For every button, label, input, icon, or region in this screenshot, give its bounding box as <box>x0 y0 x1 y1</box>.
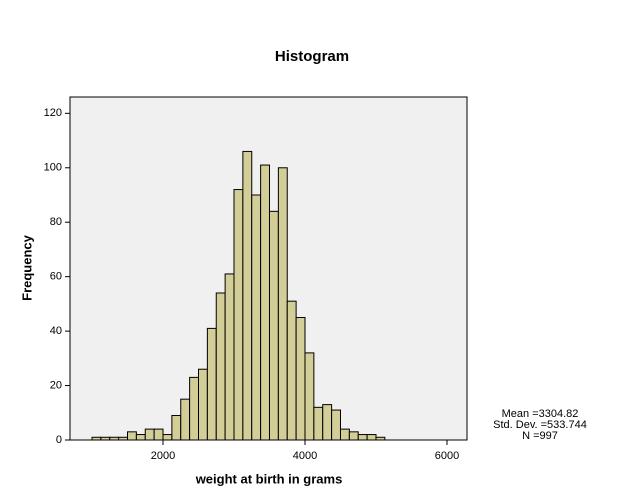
chart-title: Histogram <box>275 48 349 65</box>
bar <box>162 434 173 441</box>
y-axis-label: Frequency <box>19 234 34 301</box>
bar <box>322 404 333 441</box>
bar <box>339 428 350 441</box>
bar <box>375 436 386 441</box>
x-tick-label: 6000 <box>435 450 459 462</box>
bar <box>197 368 208 441</box>
bar <box>224 273 235 441</box>
bar <box>189 376 199 441</box>
y-tick-label: 40 <box>50 325 62 337</box>
bar <box>144 428 155 441</box>
bar <box>331 409 341 441</box>
bar <box>109 436 120 441</box>
bar <box>135 434 146 441</box>
y-tick-label: 100 <box>44 162 62 174</box>
bar <box>171 415 182 441</box>
x-tick-label: 2000 <box>151 450 175 462</box>
bar <box>100 436 111 441</box>
bar <box>91 436 102 441</box>
x-tick-label: 4000 <box>293 450 317 462</box>
bar <box>215 292 226 441</box>
bar <box>304 352 315 441</box>
bar <box>366 434 377 441</box>
y-tick-label: 60 <box>50 271 62 283</box>
bar <box>153 428 164 441</box>
x-axis-label: weight at birth in grams <box>195 471 343 486</box>
bar <box>348 431 359 441</box>
y-tick-label: 20 <box>50 379 62 391</box>
bar <box>118 436 129 441</box>
bar <box>233 189 244 441</box>
bar <box>127 431 137 441</box>
bar <box>313 406 324 441</box>
bar <box>206 327 217 441</box>
bar <box>180 398 191 441</box>
bar <box>260 164 270 441</box>
stat-label: Std. Dev. =533.744 <box>493 419 587 431</box>
bar <box>277 167 288 441</box>
bar <box>268 210 279 441</box>
y-tick-label: 80 <box>50 216 62 228</box>
bar <box>295 317 306 441</box>
bar <box>242 150 253 441</box>
bar <box>357 434 368 441</box>
bar <box>251 194 262 441</box>
stat-label: Mean =3304.82 <box>502 408 579 420</box>
y-tick-label: 0 <box>56 434 62 446</box>
stat-label: N =997 <box>522 430 558 442</box>
bar <box>286 300 297 441</box>
y-tick-label: 120 <box>44 107 62 119</box>
